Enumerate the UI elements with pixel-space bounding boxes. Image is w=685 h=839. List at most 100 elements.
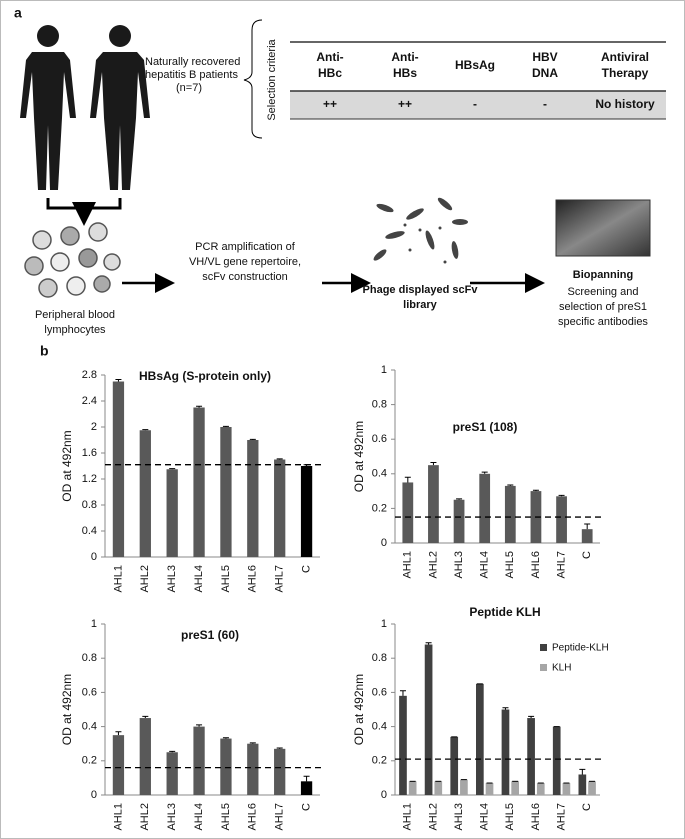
step-label: Phage displayed scFv (363, 284, 479, 296)
table-header: Anti- (391, 50, 418, 64)
chart-title: preS1 (60) (181, 628, 239, 642)
error-bar (196, 724, 203, 727)
brace (243, 19, 263, 139)
y-tick-label: 1.6 (82, 447, 97, 459)
patients-label: hepatitis B patients (145, 69, 238, 81)
phage-particles (373, 197, 468, 264)
y-tick-label: 0 (381, 789, 387, 801)
x-tick-label: AHL6 (530, 551, 542, 579)
table-cell: - (473, 97, 477, 111)
y-tick-label: 0.8 (82, 652, 97, 664)
bar (428, 465, 439, 543)
x-tick-label: AHL7 (274, 803, 286, 831)
x-tick-label: AHL3 (166, 803, 178, 831)
flow-labels: Peripheral blood lymphocytes PCR amplifica… (35, 241, 649, 336)
y-tick-label: 0.4 (372, 468, 387, 480)
table-header: Antiviral (601, 50, 649, 64)
step-label: VH/VL gene repertoire, (189, 256, 301, 268)
y-tick-label: 0.8 (82, 499, 97, 511)
error-bar (502, 707, 509, 710)
table-header: HBsAg (455, 58, 495, 72)
bar (300, 466, 313, 557)
bar (274, 459, 286, 557)
bar (450, 736, 459, 795)
error-bar (222, 737, 229, 739)
bar (501, 709, 510, 795)
bar (536, 783, 545, 795)
x-tick-label: AHL2 (427, 551, 439, 579)
y-tick-label: 0.4 (82, 721, 97, 733)
y-tick-label: 1 (381, 364, 387, 376)
x-tick-label: AHL2 (139, 803, 151, 831)
y-tick-label: 0 (91, 551, 97, 563)
y-tick-label: 2.8 (82, 369, 97, 381)
step-label: lymphocytes (44, 324, 106, 336)
x-tick-label: AHL5 (220, 803, 232, 831)
legend-swatch (540, 644, 547, 651)
lymphocytes (24, 222, 121, 298)
bar (511, 781, 519, 795)
y-tick-label: 0.4 (372, 721, 387, 733)
x-tick-label: C (300, 565, 312, 573)
error-bar (481, 471, 488, 474)
bar (556, 496, 567, 543)
error-bar (532, 489, 539, 492)
error-bar (276, 458, 283, 460)
bar (434, 781, 443, 795)
patients-label: (n=7) (176, 82, 202, 94)
table-header: Therapy (602, 66, 649, 80)
x-tick-label: AHL1 (112, 565, 124, 593)
error-bar (196, 405, 203, 408)
step-label: selection of preS1 (559, 301, 647, 313)
bar (112, 381, 125, 557)
bar (300, 781, 313, 795)
x-tick-label: AHL7 (555, 803, 567, 831)
x-tick-label: AHL7 (274, 565, 286, 593)
x-tick-label: AHL6 (247, 565, 259, 593)
patients-label: Naturally recovered (145, 56, 240, 68)
bar (139, 430, 151, 557)
x-tick-label: AHL4 (193, 565, 205, 593)
y-tick-label: 2.4 (82, 395, 97, 407)
x-tick-label: AHL4 (479, 803, 491, 831)
step-label: library (403, 299, 438, 311)
legend-label: Peptide-KLH (552, 643, 609, 654)
y-tick-label: 0 (91, 789, 97, 801)
step-label: scFv construction (202, 271, 288, 283)
error-bar (425, 642, 432, 645)
error-bar (430, 462, 437, 466)
error-bar (558, 494, 565, 497)
y-tick-label: 1.2 (82, 473, 97, 485)
chart-title: HBsAg (S-protein only) (139, 369, 271, 383)
panel-label: b (40, 343, 49, 359)
chart-title: Peptide KLH (469, 605, 540, 619)
chart: Peptide KLH OD at 492nm 0 0.2 0.4 0.6 0.8 1 AHL1… (352, 605, 609, 830)
x-tick-label: AHL6 (247, 803, 259, 831)
step-label: PCR amplification of (195, 241, 296, 253)
bar (485, 783, 494, 795)
error-bar (456, 498, 463, 500)
table-row-bg (290, 91, 666, 119)
bar (476, 683, 484, 795)
bar (581, 529, 593, 543)
y-tick-label: 0.2 (372, 755, 387, 767)
table-header: HBs (393, 66, 417, 80)
y-tick-label: 0.6 (372, 686, 387, 698)
bar (504, 485, 516, 543)
table-header: Anti- (316, 50, 343, 64)
error-bar (169, 750, 176, 753)
error-bar (169, 468, 176, 470)
error-bar (528, 715, 535, 719)
table-cell: ++ (323, 97, 337, 111)
x-tick-label: AHL3 (453, 803, 465, 831)
error-bar (404, 476, 411, 483)
x-tick-label: C (581, 803, 593, 811)
bar (193, 407, 205, 557)
step-label: Peripheral blood (35, 309, 115, 321)
x-tick-label: AHL5 (504, 551, 516, 579)
bar (274, 748, 286, 795)
biopanning-plate (555, 199, 651, 257)
bracket-arrow (46, 198, 122, 220)
x-tick-label: AHL3 (453, 551, 465, 579)
criteria-label: Selection criteria (266, 38, 278, 120)
